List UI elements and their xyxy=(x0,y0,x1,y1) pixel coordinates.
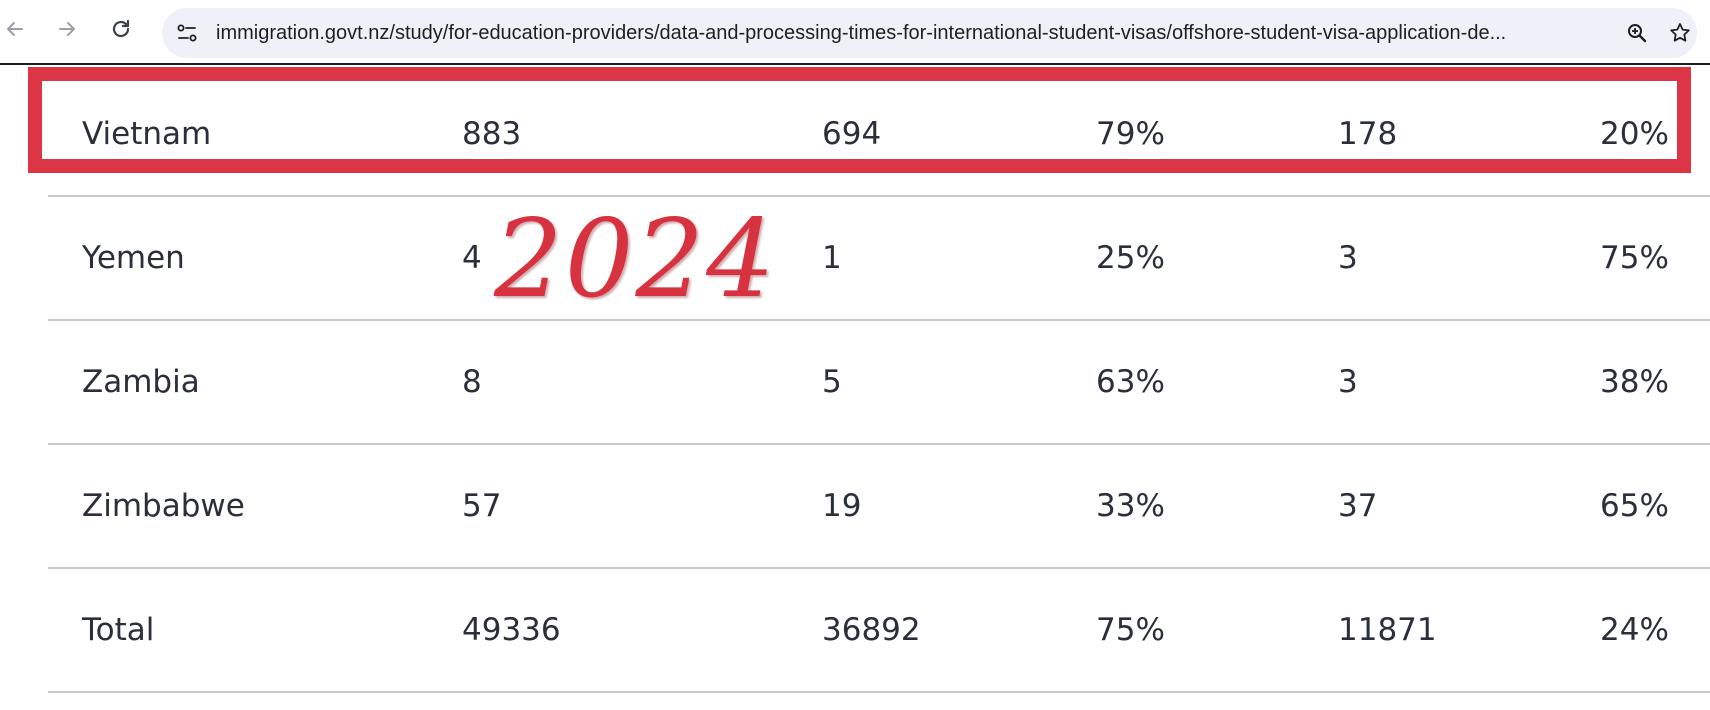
site-info-icon xyxy=(177,24,197,42)
year-annotation: 2024 xyxy=(494,197,777,322)
browser-toolbar: immigration.govt.nz/study/for-education-… xyxy=(0,0,1710,65)
value-cell: 3 xyxy=(1338,364,1358,400)
country-cell: Vietnam xyxy=(82,116,212,152)
reload-icon xyxy=(112,19,130,38)
percent-cell: 75% xyxy=(1600,240,1669,276)
value-cell: 4 xyxy=(462,240,482,276)
zoom-button[interactable] xyxy=(1623,19,1651,47)
value-cell: 57 xyxy=(462,488,502,524)
value-cell: 11871 xyxy=(1338,612,1437,648)
value-cell: 49336 xyxy=(462,612,561,648)
percent-cell: 65% xyxy=(1600,488,1669,524)
percent-cell: 24% xyxy=(1600,612,1669,648)
value-cell: 3 xyxy=(1338,240,1358,276)
percent-cell: 33% xyxy=(1096,488,1165,524)
row-divider xyxy=(48,319,1710,321)
star-icon xyxy=(1670,23,1690,42)
back-button[interactable] xyxy=(0,14,30,44)
value-cell: 19 xyxy=(822,488,862,524)
site-info-button[interactable] xyxy=(174,20,200,46)
table-row-total: Total 49336 36892 75% 11871 24% xyxy=(48,568,1710,692)
value-cell: 37 xyxy=(1338,488,1378,524)
row-divider xyxy=(48,195,1710,197)
percent-cell: 25% xyxy=(1096,240,1165,276)
back-arrow-icon xyxy=(7,22,23,36)
percent-cell: 20% xyxy=(1600,116,1669,152)
table-row-yemen: Yemen 4 1 25% 3 75% xyxy=(48,196,1710,320)
percent-cell: 75% xyxy=(1096,612,1165,648)
table-row-zimbabwe: Zimbabwe 57 19 33% 37 65% xyxy=(48,444,1710,568)
percent-cell: 38% xyxy=(1600,364,1669,400)
row-divider xyxy=(48,691,1710,693)
value-cell: 36892 xyxy=(822,612,921,648)
value-cell: 694 xyxy=(822,116,882,152)
url-text[interactable]: immigration.govt.nz/study/for-education-… xyxy=(216,22,1507,44)
table-row-zambia: Zambia 8 5 63% 3 38% xyxy=(48,320,1710,444)
value-cell: 5 xyxy=(822,364,842,400)
percent-cell: 63% xyxy=(1096,364,1165,400)
percent-cell: 79% xyxy=(1096,116,1165,152)
value-cell: 883 xyxy=(462,116,522,152)
reload-button[interactable] xyxy=(106,14,136,44)
value-cell: 8 xyxy=(462,364,482,400)
zoom-icon xyxy=(1628,24,1647,43)
value-cell: 178 xyxy=(1338,116,1398,152)
row-divider xyxy=(48,443,1710,445)
bookmark-button[interactable] xyxy=(1666,19,1694,47)
country-cell: Zambia xyxy=(82,364,200,400)
country-cell: Total xyxy=(82,612,155,648)
toolbar-divider xyxy=(0,63,1710,65)
table-row-vietnam: Vietnam 883 694 79% 178 20% xyxy=(48,72,1710,196)
row-divider xyxy=(48,567,1710,569)
country-cell: Zimbabwe xyxy=(82,488,245,524)
forward-arrow-icon xyxy=(59,22,75,36)
value-cell: 1 xyxy=(822,240,842,276)
forward-button[interactable] xyxy=(52,14,82,44)
highlight-box xyxy=(28,67,1691,173)
address-bar[interactable]: immigration.govt.nz/study/for-education-… xyxy=(162,8,1697,58)
country-cell: Yemen xyxy=(82,240,185,276)
